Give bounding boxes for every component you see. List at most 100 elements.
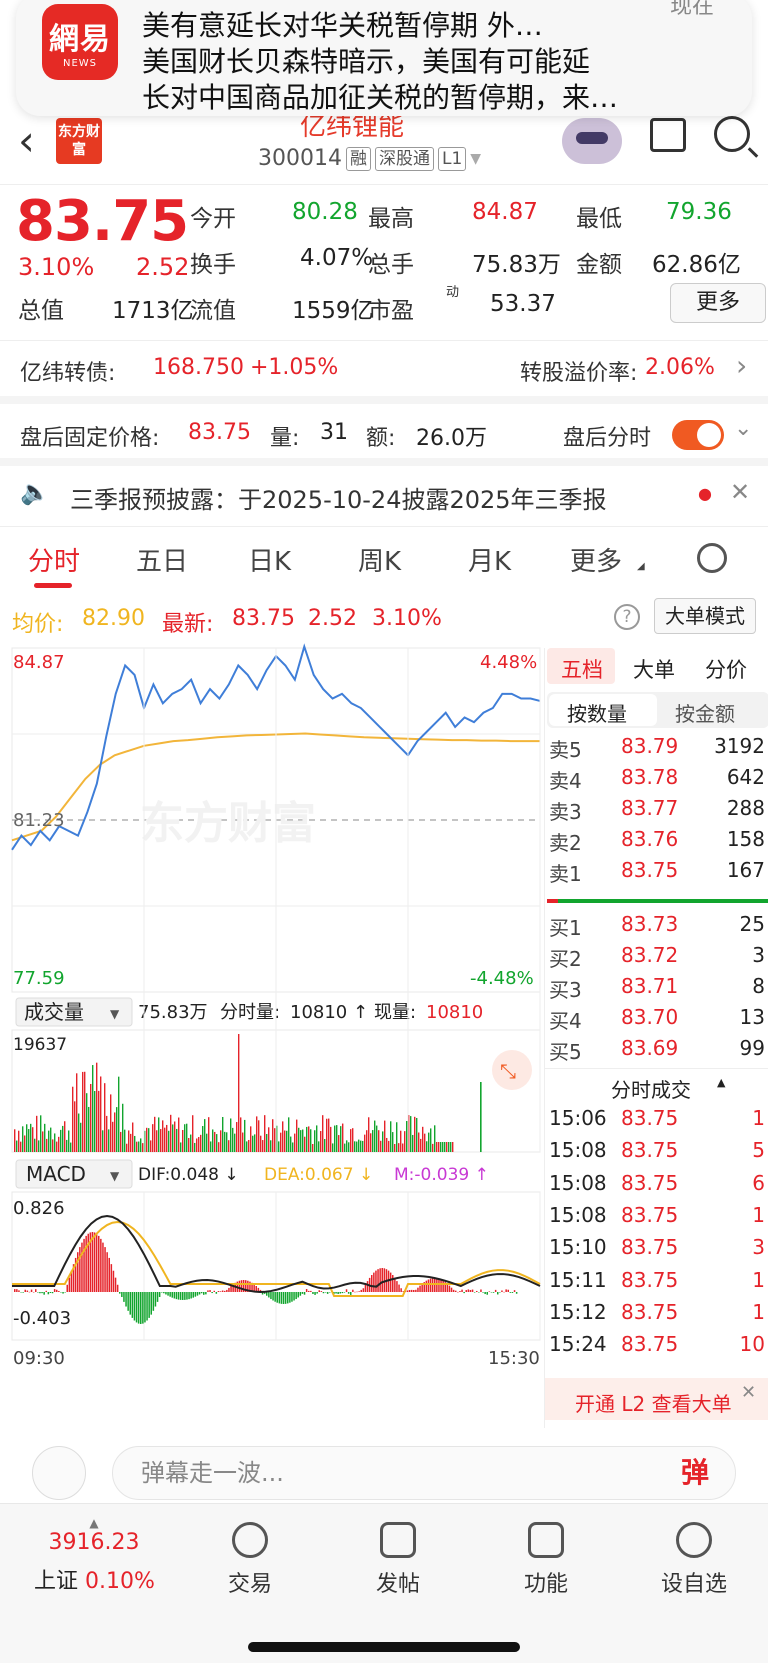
- macd-bar: [100, 1238, 102, 1292]
- chevron-right-icon: ›: [736, 349, 748, 382]
- macd-bar: [211, 1292, 213, 1294]
- volume-bar: [88, 1106, 90, 1152]
- avg-label: 均价:: [12, 612, 64, 637]
- macd-bar: [91, 1232, 94, 1292]
- ticks-title[interactable]: 分时成交: [611, 1078, 691, 1102]
- last-price: 83.75: [16, 189, 189, 254]
- tab-intraday[interactable]: 分时: [28, 547, 81, 577]
- volume-bar: [118, 1076, 120, 1152]
- back-chevron-icon[interactable]: ‹: [18, 116, 35, 165]
- news-notification[interactable]: 網易 NEWS 美有意延长对华关税暂停期 外… 美国财长贝森特暗示，美国有可能延…: [16, 0, 752, 116]
- change-percent: 3.10%: [18, 253, 95, 281]
- big-order-mode-button[interactable]: 大单模式: [654, 598, 756, 634]
- after-hours-switch-label: 盘后分时: [563, 426, 652, 451]
- volume-bar: [22, 1126, 24, 1152]
- macd-bar: [114, 1277, 117, 1292]
- volume-bar: [274, 1128, 276, 1152]
- macd-bar: [381, 1268, 383, 1292]
- volume-bar: [140, 1138, 142, 1152]
- l2-promo[interactable]: 开通 L2 查看大单 ✕: [545, 1378, 768, 1420]
- share-icon[interactable]: [650, 118, 686, 152]
- macd-bar: [312, 1292, 314, 1294]
- index-ticker[interactable]: ▲ 3916.23 上证 0.10%: [34, 1516, 155, 1594]
- level-label: 卖5: [549, 738, 582, 762]
- after-hours-vol-label: 量:: [270, 426, 300, 451]
- caret-down-icon[interactable]: ▼: [470, 150, 482, 167]
- home-indicator: [248, 1642, 520, 1652]
- tick-price: 83.75: [621, 1138, 679, 1163]
- macd-bar: [81, 1242, 83, 1292]
- stock-name[interactable]: 亿纬锂能: [300, 112, 405, 142]
- more-button[interactable]: 更多: [670, 283, 766, 323]
- volume-bar: [236, 1122, 238, 1152]
- tab-five-day[interactable]: 五日: [136, 547, 189, 577]
- volume-bar: [72, 1086, 74, 1152]
- volume-bar: [192, 1115, 194, 1152]
- macd-bar: [457, 1291, 459, 1293]
- panel-tab-big-order[interactable]: 大单: [633, 658, 675, 682]
- volume-bar: [14, 1129, 16, 1152]
- macd-bar: [352, 1289, 354, 1292]
- macd-bar: [219, 1291, 222, 1292]
- danmu-input[interactable]: 弹幕走一波... 弹: [112, 1446, 736, 1500]
- order-book-row: 买5 83.69 99: [545, 1036, 768, 1066]
- subtab-by-qty[interactable]: 按数量: [567, 702, 627, 726]
- macd-bar: [293, 1292, 295, 1301]
- convertible-bond-row[interactable]: 亿纬转债: 168.750 +1.05% 转股溢价率: 2.06% ›: [0, 340, 768, 396]
- macd-bar: [450, 1287, 453, 1292]
- search-icon[interactable]: [714, 116, 750, 152]
- tab-weekly-k[interactable]: 周K: [358, 547, 402, 577]
- close-icon[interactable]: ✕: [730, 478, 751, 506]
- panel-tab-five-level[interactable]: 五档: [561, 658, 603, 682]
- volume-bar: [20, 1141, 22, 1152]
- macd-bar: [410, 1289, 413, 1292]
- l2-close-icon[interactable]: ✕: [741, 1382, 757, 1403]
- level-price: 83.79: [621, 734, 679, 758]
- volume-bar: [318, 1141, 320, 1152]
- intraday-chart[interactable]: 东方财富 84.87 77.59 4.48% -4.48% 81.23 成交量 ▼ 75.83万…: [0, 640, 545, 1430]
- level-label: 买4: [549, 1009, 582, 1033]
- volume-bar: [112, 1121, 114, 1152]
- volume-bar: [320, 1131, 322, 1152]
- help-icon[interactable]: ?: [614, 604, 640, 630]
- volume-bar: [264, 1115, 266, 1152]
- bond-price: 168.750: [153, 355, 244, 380]
- subtab-by-amount[interactable]: 按金额: [675, 702, 735, 726]
- macd-bar: [146, 1292, 148, 1321]
- macd-bar: [398, 1284, 400, 1292]
- macd-bar: [396, 1281, 398, 1292]
- notice-row[interactable]: 🔈 三季报预披露：于2025-10-24披露2025年三季报 ● ✕: [0, 458, 768, 526]
- volume-bar: [358, 1139, 360, 1152]
- macd-bar: [471, 1289, 474, 1292]
- notes-icon[interactable]: [32, 1446, 86, 1500]
- macd-bar: [58, 1290, 60, 1292]
- macd-bar: [255, 1286, 257, 1292]
- after-hours-vol: 31: [320, 420, 348, 445]
- chart-tabs: 分时 五日 日K 周K 月K 更多 ◢: [0, 526, 768, 594]
- tab-daily-k[interactable]: 日K: [248, 547, 292, 577]
- tab-monthly-k[interactable]: 月K: [468, 547, 512, 577]
- stock-code: 300014: [258, 146, 342, 171]
- chevron-down-icon[interactable]: ⌄: [734, 416, 753, 441]
- level-price: 83.71: [621, 974, 679, 998]
- tab-post[interactable]: 发帖: [348, 1522, 448, 1598]
- tab-more[interactable]: 更多: [570, 547, 623, 577]
- gear-icon[interactable]: [697, 543, 727, 573]
- macd-bar: [156, 1292, 159, 1302]
- macd-bar: [140, 1292, 142, 1324]
- macd-bar: [469, 1289, 472, 1292]
- volume-bar: [268, 1127, 270, 1152]
- vol-min-value: 10810 ↑: [290, 1002, 368, 1023]
- tab-watchlist[interactable]: 设自选: [644, 1522, 744, 1598]
- volume-bar: [32, 1127, 34, 1152]
- panel-tab-price-dist[interactable]: 分价: [705, 658, 747, 682]
- after-hours-toggle[interactable]: [672, 420, 724, 450]
- volume-bar: [196, 1138, 198, 1152]
- tab-trade[interactable]: 交易: [200, 1522, 300, 1598]
- macd-bar: [356, 1291, 358, 1293]
- macd-bar: [150, 1292, 152, 1315]
- tab-functions[interactable]: 功能: [496, 1522, 596, 1598]
- ai-assistant-icon[interactable]: [562, 118, 622, 164]
- danmu-button[interactable]: 弹: [680, 1456, 709, 1489]
- macd-bar: [362, 1288, 365, 1292]
